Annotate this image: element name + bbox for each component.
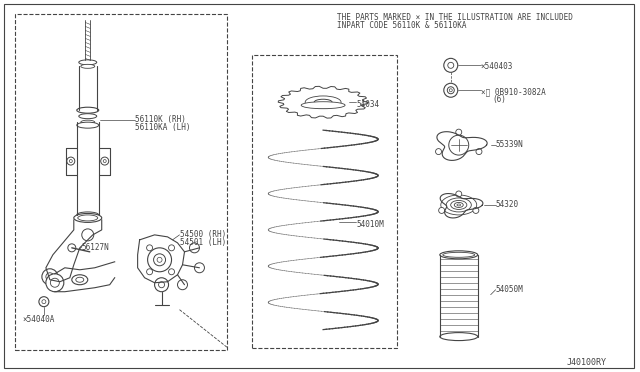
Ellipse shape [76,277,84,282]
Ellipse shape [77,107,99,113]
Ellipse shape [79,114,97,119]
Text: 55339N: 55339N [495,140,524,149]
Circle shape [46,274,64,292]
Ellipse shape [79,60,97,65]
Circle shape [449,135,468,155]
Ellipse shape [440,251,477,259]
Text: ×54040A: ×54040A [22,315,54,324]
Circle shape [476,148,482,155]
Circle shape [39,297,49,307]
Circle shape [100,157,109,165]
Ellipse shape [440,333,477,341]
Circle shape [159,282,164,288]
Text: 56110KA (LH): 56110KA (LH) [134,123,190,132]
Ellipse shape [74,214,102,222]
Text: INPART CODE 56110K & 56110KA: INPART CODE 56110K & 56110KA [337,22,467,31]
Circle shape [67,157,75,165]
Bar [15,15,227,350]
Text: ×⒩ 0B910-3082A: ×⒩ 0B910-3082A [481,87,545,96]
Ellipse shape [77,212,99,218]
Circle shape [69,160,72,163]
Ellipse shape [301,102,345,109]
Circle shape [154,254,166,266]
Circle shape [103,160,106,163]
Circle shape [148,248,172,272]
Text: 54050M: 54050M [495,285,524,294]
Text: THE PARTS MARKED × IN THE ILLUSTRATION ARE INCLUDED: THE PARTS MARKED × IN THE ILLUSTRATION A… [337,13,573,22]
Text: 54320: 54320 [495,200,519,209]
Text: 56110K (RH): 56110K (RH) [134,115,186,124]
Circle shape [473,208,479,214]
Ellipse shape [78,215,98,221]
Circle shape [168,245,175,251]
Circle shape [51,278,60,287]
Text: (6): (6) [493,95,506,104]
Circle shape [147,245,152,251]
Text: 54034: 54034 [356,100,379,109]
Text: 54010M: 54010M [356,220,384,229]
Circle shape [157,257,162,262]
Ellipse shape [77,122,99,128]
Ellipse shape [314,99,332,105]
Circle shape [436,148,442,155]
Circle shape [168,269,175,275]
Circle shape [449,89,452,92]
Circle shape [189,243,200,253]
Circle shape [177,280,188,290]
Circle shape [195,263,204,273]
Circle shape [147,269,152,275]
Circle shape [444,83,458,97]
Ellipse shape [81,120,95,124]
Text: 54501 (LH): 54501 (LH) [179,238,226,247]
Circle shape [68,244,76,252]
Circle shape [155,278,168,292]
Ellipse shape [72,275,88,285]
Bar [252,55,397,347]
Circle shape [456,129,461,135]
Circle shape [444,58,458,72]
Text: J40100RY: J40100RY [566,357,607,366]
Text: 54500 (RH): 54500 (RH) [179,230,226,239]
Circle shape [46,273,54,281]
Text: 56127N: 56127N [82,243,109,252]
Circle shape [82,229,93,241]
Circle shape [438,208,445,214]
Circle shape [447,87,454,94]
Circle shape [42,300,46,304]
Ellipse shape [81,64,95,68]
Text: ×540403: ×540403 [481,62,513,71]
Circle shape [42,269,58,285]
Circle shape [456,191,461,197]
Ellipse shape [305,96,341,109]
Circle shape [448,62,454,68]
